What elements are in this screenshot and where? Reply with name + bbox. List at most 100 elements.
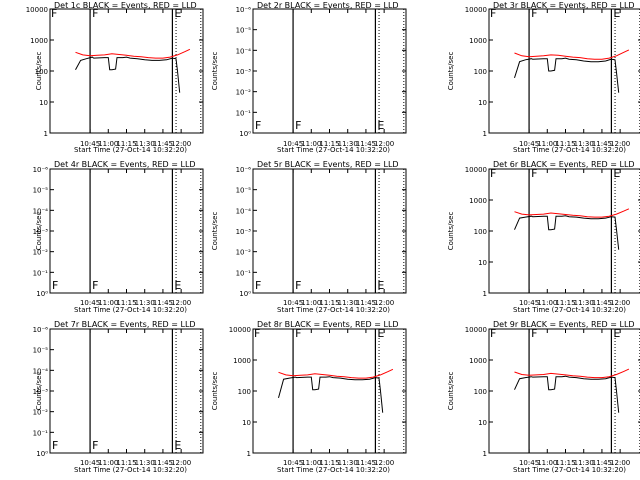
y-tick-label: 10⁻⁵ [33, 347, 49, 355]
x-tick-label: 10:45 [80, 299, 100, 307]
y-tick-label: 10⁻⁶ [236, 166, 252, 174]
plot-frame [252, 168, 407, 294]
x-axis-label: Start Time (27-Oct-14 10:32:20) [74, 466, 187, 474]
x-tick-label: 11:30 [338, 459, 358, 467]
lld-series-line [278, 368, 394, 379]
detector-panel-2: Det 2r BLACK = Events, RED = LLD Counts/s… [211, 1, 407, 154]
x-tick-label: 11:30 [135, 140, 155, 148]
y-tick-label: 10⁻² [33, 409, 49, 417]
y-tick-label: 10⁰ [239, 290, 251, 298]
y-tick-label: 1000 [30, 37, 48, 45]
x-tick-label: 12:00 [374, 140, 394, 148]
y-axis-label: Counts/sec [211, 212, 219, 251]
x-tick-label: 12:00 [171, 459, 191, 467]
marker-e: E [377, 327, 384, 340]
x-tick-label: 11:30 [338, 299, 358, 307]
x-tick-label: 10:45 [283, 459, 303, 467]
y-axis-label: Counts/sec [35, 372, 43, 411]
y-tick-label: 1000 [469, 37, 487, 45]
events-series-line [278, 376, 384, 413]
marker-f-interval: F [295, 279, 301, 292]
detector-panel-7: Det 7r BLACK = Events, RED = LLD Counts/s… [33, 320, 204, 474]
y-tick-label: 1000 [469, 357, 487, 365]
x-tick-label: 11:45 [356, 459, 376, 467]
y-tick-label: 10⁻¹ [33, 429, 49, 437]
marker-f: F [51, 7, 57, 20]
y-tick-label: 10 [242, 419, 251, 427]
marker-f-interval: F [531, 7, 537, 20]
detector-panel-8: Det 8r BLACK = Events, RED = LLD Counts/s… [211, 320, 407, 474]
x-tick-label: 11:15 [555, 299, 575, 307]
y-tick-label: 10⁻⁴ [236, 47, 252, 55]
x-tick-label: 11:15 [116, 140, 136, 148]
y-tick-label: 100 [474, 228, 487, 236]
x-tick-label: 11:45 [356, 299, 376, 307]
y-tick-label: 1 [44, 130, 48, 138]
y-tick-label: 10⁻² [33, 249, 49, 257]
marker-e: E [377, 119, 384, 132]
y-tick-label: 10⁻⁶ [33, 166, 49, 174]
plot-title: Det 6r BLACK = Events, RED = LLD [493, 160, 635, 169]
y-tick-label: 100 [474, 388, 487, 396]
plot-frame [488, 8, 640, 134]
x-tick-label: 10:45 [519, 459, 539, 467]
y-tick-label: 10⁻⁵ [236, 187, 252, 195]
y-tick-label: 10 [39, 99, 48, 107]
y-tick-label: 10 [478, 419, 487, 427]
plot-title: Det 7r BLACK = Events, RED = LLD [54, 320, 196, 329]
y-tick-label: 10⁻¹ [236, 269, 252, 277]
y-tick-label: 10000 [229, 326, 251, 334]
y-axis-label: Counts/sec [211, 52, 219, 91]
y-tick-label: 10000 [26, 6, 48, 14]
y-tick-label: 10⁻² [236, 249, 252, 257]
y-tick-label: 10⁻⁵ [236, 27, 252, 35]
y-tick-label: 1 [483, 130, 487, 138]
marker-e: E [613, 7, 620, 20]
plot-title: Det 4r BLACK = Events, RED = LLD [54, 160, 196, 169]
marker-f: F [52, 439, 58, 452]
y-tick-label: 10⁰ [239, 130, 251, 138]
x-tick-label: 12:00 [171, 299, 191, 307]
x-axis-label: Start Time (27-Oct-14 10:32:20) [277, 466, 390, 474]
plot-title: Det 1c BLACK = Events, RED = LLD [54, 1, 197, 10]
x-tick-label: 11:15 [555, 459, 575, 467]
y-tick-label: 10⁻⁶ [236, 6, 252, 14]
y-tick-label: 10⁻⁴ [33, 367, 49, 375]
marker-e: E [174, 7, 181, 20]
plot-title: Det 8r BLACK = Events, RED = LLD [257, 320, 399, 329]
x-tick-label: 11:15 [319, 299, 339, 307]
y-tick-label: 10⁻³ [236, 68, 252, 76]
y-tick-label: 10⁻¹ [236, 109, 252, 117]
x-tick-label: 11:00 [537, 459, 557, 467]
lld-series-line [514, 49, 630, 60]
plot-title: Det 9r BLACK = Events, RED = LLD [493, 320, 635, 329]
plot-frame [49, 168, 204, 294]
detector-panel-9: Det 9r BLACK = Events, RED = LLD Counts/s… [447, 320, 640, 474]
x-tick-label: 11:45 [592, 299, 612, 307]
marker-e: E [613, 327, 620, 340]
y-tick-label: 10 [478, 99, 487, 107]
x-tick-label: 11:00 [301, 140, 321, 148]
x-tick-label: 11:45 [153, 299, 173, 307]
plot-title: Det 3r BLACK = Events, RED = LLD [493, 1, 635, 10]
lld-series-line [514, 208, 630, 218]
x-tick-label: 11:45 [153, 459, 173, 467]
plot-frame [488, 168, 640, 294]
events-series-line [75, 56, 181, 93]
plot-title: Det 5r BLACK = Events, RED = LLD [257, 160, 399, 169]
y-tick-label: 10000 [465, 326, 487, 334]
y-tick-label: 10⁻³ [236, 228, 252, 236]
lld-series-line [75, 48, 191, 59]
x-tick-label: 12:00 [610, 459, 630, 467]
y-tick-label: 10⁻⁴ [33, 207, 49, 215]
x-tick-label: 11:15 [116, 459, 136, 467]
lld-series-line [514, 368, 630, 379]
y-tick-label: 1000 [469, 197, 487, 205]
marker-f: F [254, 327, 260, 340]
plot-frame [252, 328, 407, 454]
plot-frame [49, 8, 204, 134]
y-tick-label: 100 [238, 388, 251, 396]
plot-frame [252, 8, 407, 134]
y-tick-label: 100 [35, 68, 48, 76]
